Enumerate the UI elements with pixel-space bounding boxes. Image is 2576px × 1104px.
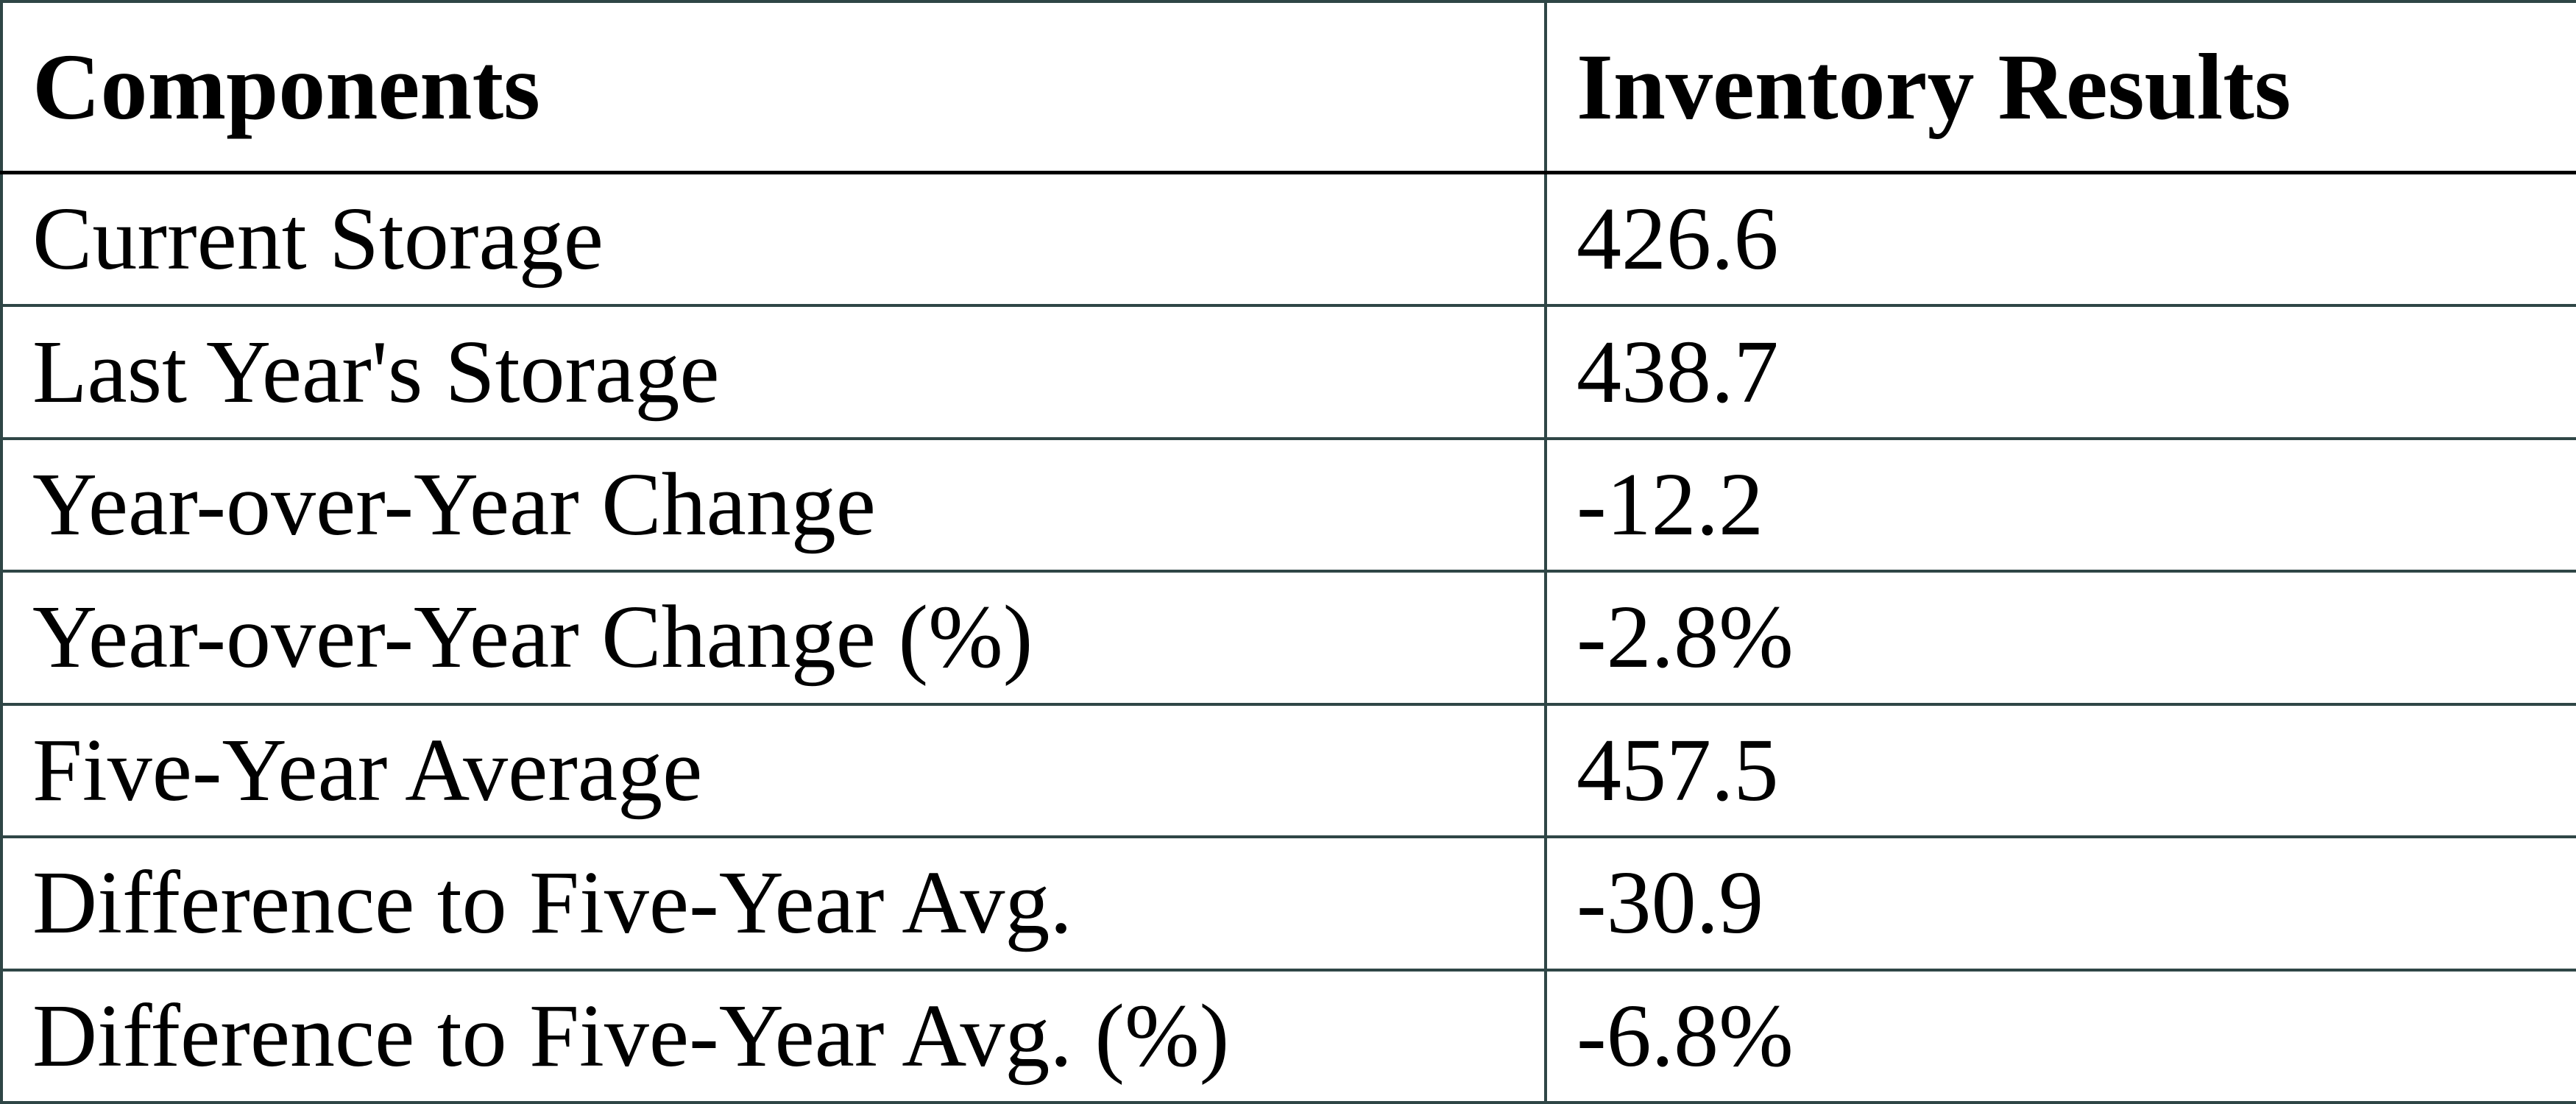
result-cell: 426.6 (1544, 171, 2576, 308)
component-cell: Difference to Five-Year Avg. (%) (0, 968, 1547, 1104)
result-cell: -2.8% (1544, 570, 2576, 706)
result-cell: 457.5 (1544, 702, 2576, 839)
table-row: Current Storage 426.6 (0, 171, 2576, 308)
table-row: Year-over-Year Change (%) -2.8% (0, 570, 2576, 706)
component-cell: Difference to Five-Year Avg. (0, 835, 1547, 972)
table-header: Components Inventory Results (0, 0, 2576, 174)
result-cell: -6.8% (1544, 968, 2576, 1104)
result-cell: -30.9 (1544, 835, 2576, 972)
result-cell: -12.2 (1544, 436, 2576, 573)
component-cell: Year-over-Year Change (%) (0, 570, 1547, 706)
header-row: Components Inventory Results (0, 0, 2576, 174)
component-cell: Current Storage (0, 171, 1547, 308)
table-row: Last Year's Storage 438.7 (0, 304, 2576, 440)
result-cell: 438.7 (1544, 304, 2576, 440)
header-cell: Inventory Results (1544, 0, 2576, 174)
component-cell: Year-over-Year Change (0, 436, 1547, 573)
table-row: Difference to Five-Year Avg. -30.9 (0, 835, 2576, 972)
table-row: Difference to Five-Year Avg. (%) -6.8% (0, 968, 2576, 1104)
table-body: Current Storage 426.6 Last Year's Storage 4… (0, 171, 2576, 1104)
component-cell: Five-Year Average (0, 702, 1547, 839)
table-row: Five-Year Average 457.5 (0, 702, 2576, 839)
component-cell: Last Year's Storage (0, 304, 1547, 440)
table-row: Year-over-Year Change -12.2 (0, 436, 2576, 573)
header-cell: Components (0, 0, 1547, 174)
